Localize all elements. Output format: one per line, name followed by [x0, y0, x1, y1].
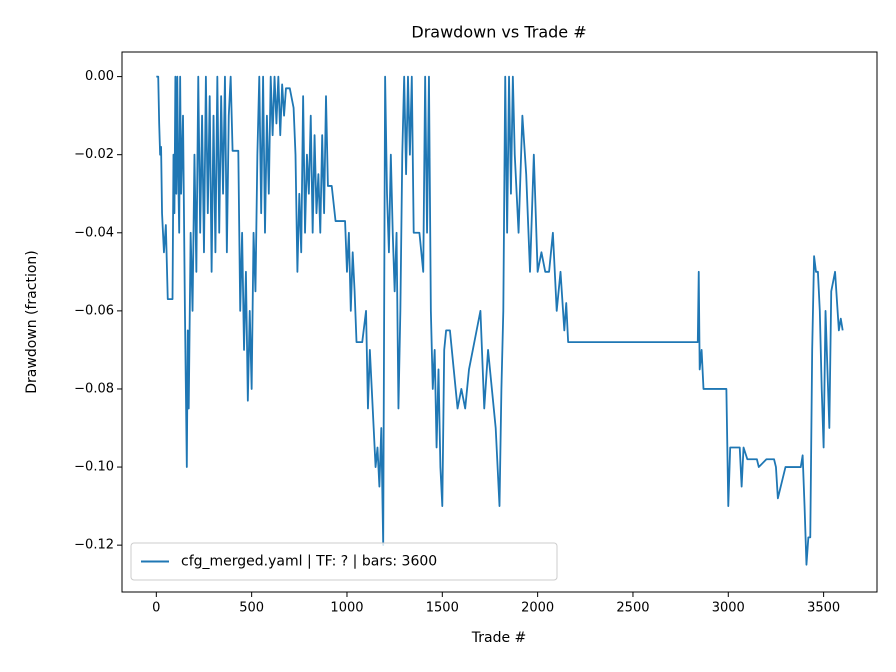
x-tick-label: 1500 [426, 601, 459, 616]
data-line [156, 75, 844, 566]
y-tick-label: −0.12 [74, 538, 114, 553]
x-tick-label: 2000 [521, 601, 554, 616]
y-tick-label: −0.02 [74, 147, 114, 162]
legend: cfg_merged.yaml | TF: ? | bars: 3600 [130, 542, 558, 581]
y-tick-label: −0.04 [74, 225, 114, 240]
y-axis-label: Drawdown (fraction) [24, 250, 40, 394]
x-tick-label: 3000 [712, 601, 745, 616]
y-tick-label: 0.00 [85, 69, 114, 84]
x-axis-label: Trade # [471, 630, 527, 646]
plot-frame [121, 51, 878, 593]
x-tick-label: 1000 [330, 601, 363, 616]
x-tick-label: 3500 [807, 601, 840, 616]
x-tick-label: 500 [239, 601, 264, 616]
legend-label: cfg_merged.yaml | TF: ? | bars: 3600 [181, 554, 437, 570]
x-tick-label: 0 [152, 601, 160, 616]
chart-title: Drawdown vs Trade # [411, 23, 586, 42]
legend-box [130, 542, 558, 581]
y-tick-label: −0.06 [74, 303, 114, 318]
x-tick-label: 2500 [616, 601, 649, 616]
y-tick-label: −0.10 [74, 460, 114, 475]
y-tick-label: −0.08 [74, 381, 114, 396]
